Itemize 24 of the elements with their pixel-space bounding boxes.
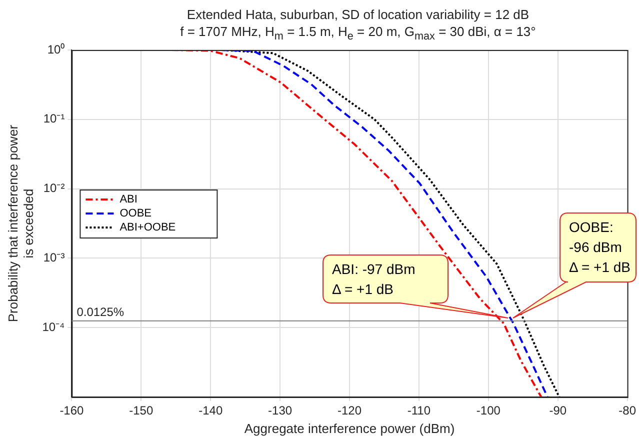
- ref-line-label: 0.0125%: [76, 305, 124, 320]
- x-tick-label: -160: [60, 404, 84, 418]
- x-tick-label: -150: [129, 404, 154, 418]
- x-tick-label: -100: [476, 404, 501, 418]
- annotation: OOBE: -96 dBm Δ = +1 dB: [569, 218, 631, 277]
- x-tick-label: -130: [268, 404, 292, 418]
- y-axis-title: Probability that interference power is exceeded: [5, 124, 36, 322]
- chart-subtitle: f = 1707 MHz, H$_{m}$ = 1.5 m, H$_{e}$ = 20 m, G$_{max}$ = 30 dBi, α = 13°: [179, 23, 537, 45]
- x-tick-label: -90: [549, 404, 567, 418]
- annotation: ABI: -97 dBm Δ = +1 dB: [332, 260, 416, 299]
- legend-label: OOBE: [120, 208, 152, 220]
- legend-label: ABI+OOBE: [120, 222, 176, 234]
- y-tick-label: 10⁰: [47, 42, 65, 56]
- y-tick-label: 10⁻⁴: [42, 320, 65, 334]
- x-tick-label: -110: [407, 404, 431, 418]
- legend-label: ABI: [120, 194, 138, 206]
- y-tick-label: 10⁻²: [43, 181, 65, 196]
- y-tick-label: 10⁻³: [43, 250, 65, 265]
- x-tick-label: -80: [618, 404, 636, 418]
- x-tick-label: -120: [338, 404, 362, 418]
- chart-title: Extended Hata, suburban, SD of location variability = 12 dB: [186, 6, 530, 23]
- x-axis-title: Aggregate interference power (dBm): [244, 420, 455, 436]
- x-tick-label: -140: [198, 404, 223, 418]
- y-tick-label: 10⁻¹: [43, 112, 65, 126]
